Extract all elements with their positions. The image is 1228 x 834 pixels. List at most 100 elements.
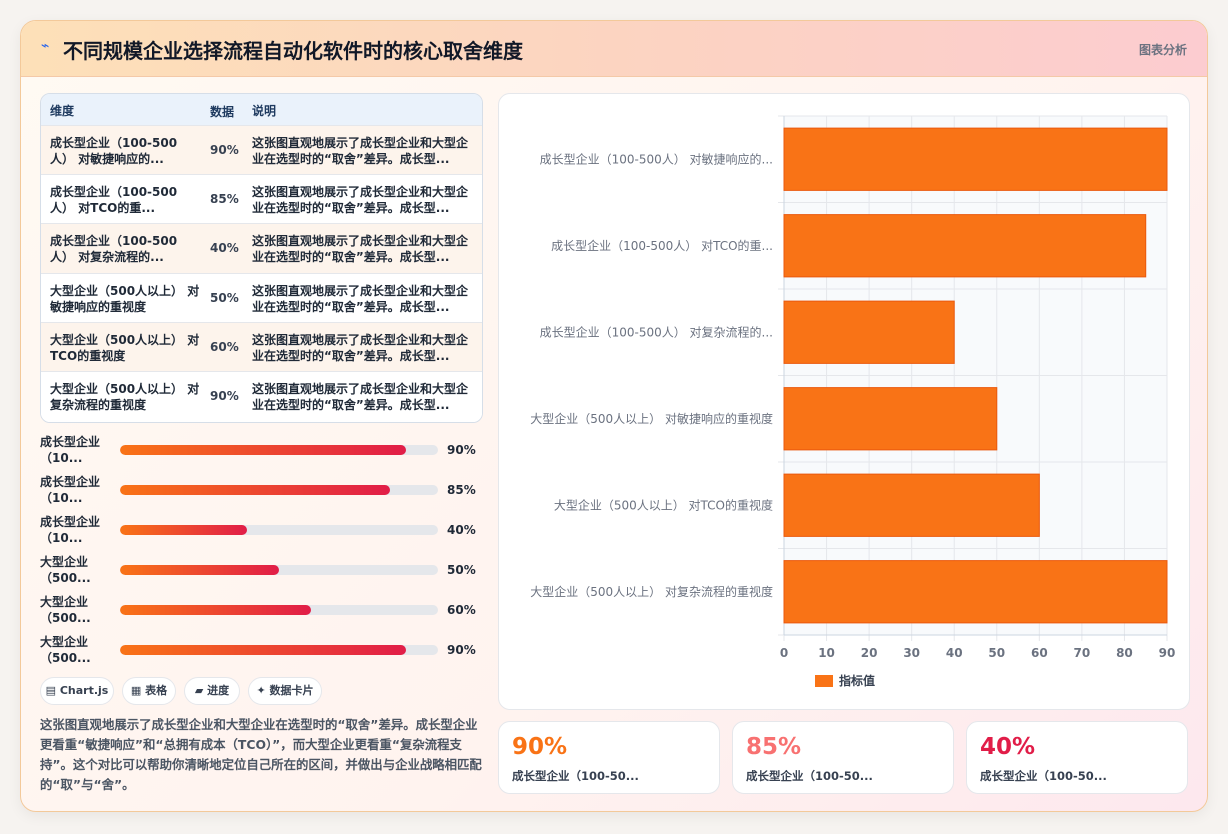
category-label: 大型企业（500人以上） 对敏捷响应的重视度 [530,411,773,426]
progress-item: 成长型企业（10... 40% [40,514,483,550]
table-cell-dimension: 成长型企业（100-500人） 对TCO的重... [50,185,178,215]
stat-value: 90% [512,734,568,760]
stat-label: 成长型企业（100-50... [980,769,1107,783]
data-table: 维度 数据 说明 成长型企业（100-500人） 对敏捷响应的... 90% 这… [40,93,483,423]
tag-progress[interactable]: ▰ 进度 [184,677,240,705]
table-header-value: 数据 [210,105,235,119]
bar [783,560,1168,624]
category-label: 大型企业（500人以上） 对TCO的重视度 [554,497,773,512]
progress-fill [120,565,279,575]
category-label: 成长型企业（100-500人） 对复杂流程的... [540,324,773,339]
progress-item: 大型企业（500... 50% [40,554,483,590]
tag-table[interactable]: ▦ 表格 [122,677,176,705]
progress-track [120,445,438,455]
progress-label: 成长型企业（10... [40,515,101,545]
bar [783,473,1040,537]
page-title: 不同规模企业选择流程自动化软件时的核心取舍维度 [63,39,523,63]
table-cell-dimension: 大型企业（500人以上） 对敏捷响应的重视度 [50,284,200,314]
progress-label: 大型企业（500... [40,635,91,665]
legend-swatch [815,675,833,687]
table-cell-dimension: 成长型企业（100-500人） 对敏捷响应的... [50,136,178,166]
table-cell-note: 这张图直观地展示了成长型企业和大型企业在选型时的“取舍”差异。成长型... [252,234,469,264]
x-tick-label: 80 [1116,646,1133,660]
stat-value: 85% [746,734,802,760]
x-tick-label: 60 [1031,646,1048,660]
progress-value: 85% [447,483,476,497]
progress-item: 成长型企业（10... 90% [40,434,483,470]
table-cell-value: 60% [210,340,239,354]
dashboard-card: ⌁ 不同规模企业选择流程自动化软件时的核心取舍维度 图表分析 维度 数据 说明 … [20,20,1208,812]
chart-panel: 成长型企业（100-500人） 对敏捷响应的... 成长型企业（100-500人）… [498,93,1190,710]
bar [783,300,955,364]
tag-chartjs[interactable]: ▤ Chart.js [40,677,114,705]
x-tick-label: 90 [1159,646,1176,660]
progress-label: 成长型企业（10... [40,435,101,465]
stat-card: 40% 成长型企业（100-50... [966,721,1188,794]
stat-card: 85% 成长型企业（100-50... [732,721,954,794]
table-row: 大型企业（500人以上） 对敏捷响应的重视度 50% 这张图直观地展示了成长型企… [41,274,482,323]
progress-track [120,605,438,615]
progress-track [120,485,438,495]
progress-fill [120,445,407,455]
bar [783,127,1168,191]
progress-item: 成长型企业（10... 85% [40,474,483,510]
legend-label: 指标值 [839,673,875,688]
table-header-dimension: 维度 [50,104,75,118]
table-cell-value: 90% [210,389,239,403]
table-cell-note: 这张图直观地展示了成长型企业和大型企业在选型时的“取舍”差异。成长型... [252,333,469,363]
category-label: 成长型企业（100-500人） 对敏捷响应的... [540,151,773,166]
progress-value: 90% [447,643,476,657]
tag-data-card[interactable]: ✦ 数据卡片 [248,677,322,705]
x-tick-label: 50 [988,646,1005,660]
table-cell-value: 40% [210,241,239,255]
progress-fill [120,485,391,495]
table-row: 成长型企业（100-500人） 对敏捷响应的... 90% 这张图直观地展示了成… [41,126,482,175]
bar-chart: 成长型企业（100-500人） 对敏捷响应的... 成长型企业（100-500人）… [530,115,1176,688]
header-subtitle: 图表分析 [1138,43,1187,57]
progress-label: 大型企业（500... [40,555,91,585]
table-cell-dimension: 大型企业（500人以上） 对TCO的重视度 [50,333,200,363]
progress-label: 成长型企业（10... [40,475,101,505]
progress-item: 大型企业（500... 90% [40,634,483,670]
table-row: 成长型企业（100-500人） 对复杂流程的... 40% 这张图直观地展示了成… [41,224,482,274]
progress-fill [120,605,311,615]
progress-track [120,565,438,575]
stat-label: 成长型企业（100-50... [746,769,873,783]
table-cell-note: 这张图直观地展示了成长型企业和大型企业在选型时的“取舍”差异。成长型... [252,382,469,412]
bar [783,387,998,451]
table-cell-note: 这张图直观地展示了成长型企业和大型企业在选型时的“取舍”差异。成长型... [252,136,469,166]
table-header: 维度 数据 说明 [41,94,482,126]
category-label: 大型企业（500人以上） 对复杂流程的重视度 [530,584,773,599]
table-cell-dimension: 大型企业（500人以上） 对复杂流程的重视度 [50,382,200,412]
progress-track [120,525,438,535]
progress-fill [120,525,248,535]
progress-item: 大型企业（500... 60% [40,594,483,630]
stat-value: 40% [980,734,1036,760]
progress-value: 60% [447,603,476,617]
x-tick-label: 30 [903,646,920,660]
category-label: 成长型企业（100-500人） 对TCO的重... [551,238,773,253]
table-cell-value: 90% [210,143,239,157]
bar [783,214,1147,278]
table-cell-note: 这张图直观地展示了成长型企业和大型企业在选型时的“取舍”差异。成长型... [252,185,469,215]
progress-value: 50% [447,563,476,577]
table-cell-dimension: 成长型企业（100-500人） 对复杂流程的... [50,234,178,264]
progress-fill [120,645,407,655]
x-tick-label: 20 [861,646,878,660]
table-row: 成长型企业（100-500人） 对TCO的重... 85% 这张图直观地展示了成… [41,175,482,224]
table-row: 大型企业（500人以上） 对TCO的重视度 60% 这张图直观地展示了成长型企业… [41,323,482,372]
x-tick-label: 0 [780,646,788,660]
progress-value: 40% [447,523,476,537]
table-cell-value: 50% [210,291,239,305]
x-tick-label: 40 [946,646,963,660]
stat-card: 90% 成长型企业（100-50... [498,721,720,794]
table-cell-value: 85% [210,192,239,206]
x-tick-label: 10 [818,646,835,660]
table-row: 大型企业（500人以上） 对复杂流程的重视度 90% 这张图直观地展示了成长型企… [41,372,482,422]
progress-label: 大型企业（500... [40,595,91,625]
x-tick-label: 70 [1074,646,1091,660]
summary-text: 这张图直观地展示了成长型企业和大型企业在选型时的“取舍”差异。成长型企业更看重“… [40,717,482,792]
spark-icon: ⌁ [41,38,50,54]
progress-value: 90% [447,443,476,457]
table-header-note: 说明 [252,104,277,118]
